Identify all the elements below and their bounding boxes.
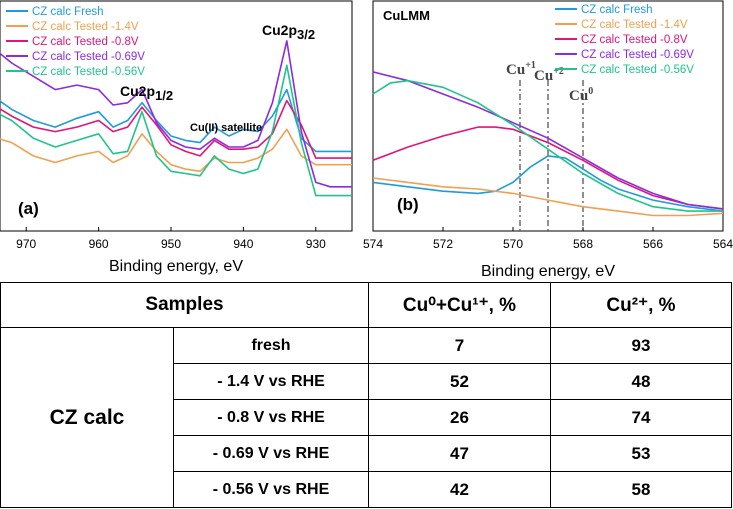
legend-entry: CZ calc Tested -0.8V xyxy=(581,34,688,46)
legend-entry: CZ calc Tested -0.69V xyxy=(581,49,694,61)
cu2-value: 93 xyxy=(550,327,732,364)
x-tick-label: 572 xyxy=(433,237,453,251)
cu0-cu1-value: 7 xyxy=(368,327,551,364)
sample-label: fresh xyxy=(173,327,369,364)
sample-label: - 1.4 V vs RHE xyxy=(173,363,369,400)
x-tick-label: 930 xyxy=(306,237,326,251)
table-row: CZ calc fresh 7 93 xyxy=(0,327,732,508)
series-line-cz-calc-tested-1-4v xyxy=(372,177,724,217)
cu2-value: 74 xyxy=(550,399,732,436)
reference-label: Cu+1 xyxy=(506,60,536,78)
panel-b-x-axis: 574 572 570 568 566 564 xyxy=(363,227,733,251)
cu0-cu1-value: 26 xyxy=(368,399,551,436)
legend-entry: CZ calc Fresh xyxy=(581,4,653,16)
x-tick-label: 568 xyxy=(573,237,593,251)
cu0-cu1-value: 47 xyxy=(368,435,551,472)
series-line-cz-calc-tested-1-4v xyxy=(0,128,352,173)
x-tick-label: 574 xyxy=(363,237,383,251)
annotation-satellite: Cu(II) satellite xyxy=(190,122,262,134)
composition-table: Samples Cu⁰+Cu¹⁺, % Cu²⁺, % CZ calc fres… xyxy=(0,282,732,508)
panel-b-xlabel: Binding energy, eV xyxy=(481,263,615,280)
header-cu2: Cu²⁺, % xyxy=(550,282,732,328)
reference-label: Cu0 xyxy=(569,86,593,104)
series-line-cz-calc-fresh xyxy=(372,155,724,212)
x-tick-label: 566 xyxy=(643,237,663,251)
series-line-cz-calc-tested-0-8v xyxy=(0,99,352,159)
panel-b-label: (b) xyxy=(397,195,419,214)
x-tick-label: 960 xyxy=(89,237,109,251)
cu2-value: 58 xyxy=(550,471,732,508)
x-tick-label: 564 xyxy=(713,237,733,251)
sample-label: - 0.56 V vs RHE xyxy=(173,471,369,508)
legend-entry: CZ calc Tested -1.4V xyxy=(581,19,688,31)
panel-a-xlabel: Binding energy, eV xyxy=(109,258,243,275)
panel-a-x-axis: 970 960 950 940 930 xyxy=(16,227,326,251)
table-header-row: Samples Cu⁰+Cu¹⁺, % Cu²⁺, % xyxy=(0,282,732,328)
panel-a-legend: CZ calc Fresh CZ calc Tested -1.4V CZ calc… xyxy=(6,6,145,78)
panel-a-frame xyxy=(0,0,353,232)
panel-a-series xyxy=(0,40,352,197)
legend-entry: CZ calc Tested -0.69V xyxy=(32,51,145,63)
series-line-cz-calc-tested-0-69v xyxy=(372,71,724,210)
legend-entry: CZ calc Tested -0.56V xyxy=(581,64,694,76)
legend-entry: CZ calc Tested -0.56V xyxy=(32,66,145,78)
x-tick-label: 940 xyxy=(233,237,253,251)
sample-label: - 0.8 V vs RHE xyxy=(173,399,369,436)
xps-figure: 970 960 950 940 930 CZ calc Fresh CZ calc Tes… xyxy=(0,0,733,280)
series-line-cz-calc-fresh xyxy=(0,88,352,153)
group-label: CZ calc xyxy=(0,327,174,508)
legend-entry: CZ calc Fresh xyxy=(32,6,104,18)
composition-table-container: Samples Cu⁰+Cu¹⁺, % Cu²⁺, % CZ calc fres… xyxy=(0,282,733,509)
annotation-cu2p12: Cu2p1/2 xyxy=(120,83,173,103)
sample-label: - 0.69 V vs RHE xyxy=(173,435,369,472)
panel-b-title: CuLMM xyxy=(383,8,430,23)
panel-a-chart: 970 960 950 940 930 CZ calc Fresh CZ calc Tes… xyxy=(0,0,353,275)
table-row: - 0.69 V vs RHE 47 53 xyxy=(1,435,732,472)
panel-b-legend: CZ calc Fresh CZ calc Tested -1.4V CZ calc… xyxy=(555,4,694,76)
series-line-cz-calc-tested-0-69v xyxy=(0,40,352,188)
series-line-cz-calc-tested-0-8v xyxy=(372,126,724,210)
x-tick-label: 570 xyxy=(503,237,523,251)
legend-entry: CZ calc Tested -0.8V xyxy=(32,36,139,48)
panel-b-series xyxy=(372,71,724,217)
reference-label: Cu+2 xyxy=(534,66,564,84)
header-cu0-cu1: Cu⁰+Cu¹⁺, % xyxy=(368,282,551,328)
table-row: - 0.56 V vs RHE 42 58 xyxy=(1,471,732,508)
annotation-cu2p32: Cu2p3/2 xyxy=(262,22,315,42)
series-line-cz-calc-tested-0-56v xyxy=(0,64,352,197)
cu0-cu1-value: 42 xyxy=(368,471,551,508)
cu0-cu1-value: 52 xyxy=(368,363,551,400)
header-samples: Samples xyxy=(0,282,369,328)
table-row: - 0.8 V vs RHE 26 74 xyxy=(1,399,732,436)
legend-entry: CZ calc Tested -1.4V xyxy=(32,21,139,33)
cu2-value: 53 xyxy=(550,435,732,472)
panel-a-label: (a) xyxy=(18,199,39,218)
x-tick-label: 950 xyxy=(161,237,181,251)
series-line-cz-calc-tested-0-56v xyxy=(372,79,723,212)
panel-b-chart: Cu+1Cu+2 Cu0 574 572 570 568 566 564 CZ calc F… xyxy=(363,0,733,280)
cu2-value: 48 xyxy=(550,363,732,400)
x-tick-label: 970 xyxy=(16,237,36,251)
